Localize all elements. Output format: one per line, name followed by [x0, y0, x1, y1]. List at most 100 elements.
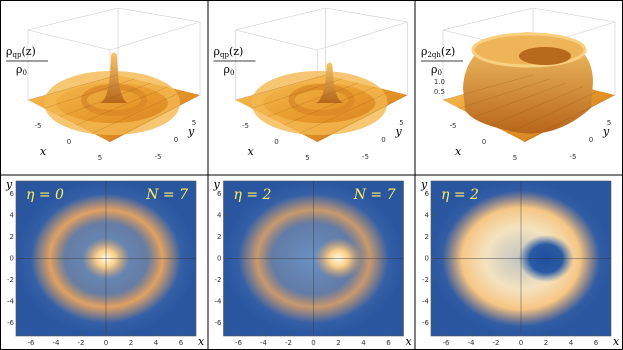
mesh [506, 90, 599, 134]
eta-annotation: η = 0 [26, 187, 64, 203]
y-tick-label: -5 [155, 153, 162, 161]
x-tick-label: -2 [285, 339, 292, 347]
y-axis-label: y [420, 178, 428, 191]
density-den: ρ0 [224, 63, 235, 77]
y-axis-label: y [5, 178, 13, 191]
y-tick-label: 0 [425, 255, 429, 263]
label-part: (z) [21, 45, 35, 58]
x-axis-label: x [455, 145, 462, 158]
mesh [522, 94, 616, 143]
x-tick-label: 5 [513, 154, 517, 162]
y-axis-label: y [213, 178, 221, 191]
mesh [490, 86, 583, 126]
y-tick-label: -5 [570, 153, 577, 161]
x-axis-label: x [198, 335, 205, 348]
x-tick-label: 6 [179, 339, 184, 347]
label-part: qp [12, 51, 21, 59]
eta-annotation: η = 2 [441, 187, 479, 203]
x-tick-label: 5 [98, 154, 102, 162]
y-tick-label: 0 [10, 255, 14, 263]
x-tick-label: 4 [569, 339, 574, 347]
y-tick-label: 6 [217, 190, 222, 198]
y-tick-label: 4 [425, 211, 430, 219]
y-tick-label: 2 [217, 233, 221, 241]
y-tick-label: -4 [215, 298, 223, 306]
x-axis-label: x [40, 145, 47, 158]
y-axis-label: y [187, 125, 195, 138]
y-tick-label: 0 [589, 136, 593, 144]
z-tick-label: 1.0 [434, 78, 445, 86]
x-tick-label: 6 [386, 339, 391, 347]
ring [288, 84, 355, 116]
x-tick-label: 2 [336, 339, 340, 347]
label-part: ρ [224, 63, 230, 76]
mesh [458, 78, 550, 109]
x-tick-label: 0 [311, 339, 315, 347]
mesh [43, 78, 135, 109]
y-axis-label: y [602, 125, 610, 138]
ring [251, 71, 388, 135]
label-part: 0 [22, 69, 26, 77]
x-tick-label: -2 [78, 339, 85, 347]
density-label: ρqp(z) [6, 45, 36, 59]
x-tick-label: 4 [154, 339, 159, 347]
label-part: 0 [230, 69, 234, 77]
y-tick-label: 6 [10, 190, 15, 198]
mesh [91, 90, 184, 134]
y-tick-label: -6 [422, 319, 430, 327]
x-axis-label: x [406, 335, 413, 348]
label-part: ρ [6, 45, 12, 58]
label-part: (z) [441, 45, 455, 58]
y-axis-label: y [395, 125, 403, 138]
density-label: ρ2qh(z) [421, 45, 455, 59]
x-tick-label: -5 [450, 122, 457, 130]
y-tick-label: 2 [425, 233, 429, 241]
y-tick-label: 2 [10, 233, 14, 241]
y-tick-label: 5 [607, 119, 611, 127]
y-tick-label: 0 [381, 136, 385, 144]
label-part: qp [220, 51, 229, 59]
y-tick-label: 0 [217, 255, 221, 263]
mesh [315, 94, 408, 143]
label-part: (z) [229, 45, 243, 58]
density-label: ρqp(z) [214, 45, 244, 59]
x-tick-label: 0 [274, 138, 278, 146]
surface-base [235, 75, 408, 142]
y-tick-label: -4 [7, 298, 15, 306]
x-tick-label: 0 [482, 138, 486, 146]
y-tick-label: 5 [192, 119, 196, 127]
y-tick-label: 0 [174, 136, 178, 144]
x-tick-label: 0 [104, 339, 108, 347]
peak [100, 52, 128, 103]
n-annotation: N = 7 [145, 187, 188, 203]
x-tick-label: -2 [493, 339, 500, 347]
mesh [235, 74, 326, 101]
y-tick-label: 4 [10, 211, 15, 219]
density-den: ρ0 [16, 63, 27, 77]
label-part: ρ [421, 45, 427, 58]
surface-panel: 0.5 1.0 ρ2qh(z) ρ0 -5 0 5 -5 0 5 x y [421, 7, 616, 162]
x-tick-label: -5 [242, 122, 249, 130]
mesh [474, 82, 566, 117]
x-axis-label: x [613, 335, 620, 348]
y-tick-label: 5 [399, 119, 403, 127]
y-tick-label: 6 [425, 190, 430, 198]
x-tick-label: -6 [443, 339, 451, 347]
z-tick-label: 0.5 [434, 88, 445, 96]
mesh [283, 86, 375, 126]
label-part: ρ [431, 63, 437, 76]
x-tick-label: -6 [28, 339, 36, 347]
density-den: ρ0 [431, 63, 442, 77]
x-tick-label: -4 [53, 339, 61, 347]
mesh [251, 78, 342, 109]
y-tick-label: 4 [217, 211, 222, 219]
mesh [299, 90, 392, 134]
y-tick-label: -6 [7, 319, 15, 327]
x-tick-label: -4 [260, 339, 268, 347]
y-tick-label: -2 [7, 276, 14, 284]
y-tick-label: -2 [422, 276, 429, 284]
